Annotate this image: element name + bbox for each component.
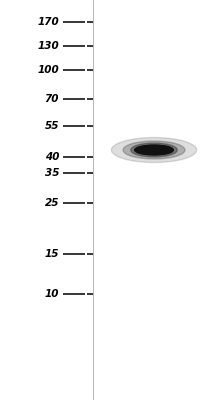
Text: 15: 15: [45, 249, 59, 259]
Text: 130: 130: [37, 41, 59, 51]
Text: 100: 100: [37, 65, 59, 75]
Text: 170: 170: [37, 17, 59, 27]
Text: 55: 55: [45, 121, 59, 131]
Ellipse shape: [135, 145, 173, 155]
Text: 10: 10: [45, 289, 59, 299]
Text: 40: 40: [45, 152, 59, 162]
Text: 70: 70: [45, 94, 59, 104]
Text: 35: 35: [45, 168, 59, 178]
Ellipse shape: [131, 143, 177, 157]
Ellipse shape: [123, 141, 185, 159]
Text: 25: 25: [45, 198, 59, 208]
Ellipse shape: [111, 138, 197, 162]
Bar: [0, 0, 93, 400]
